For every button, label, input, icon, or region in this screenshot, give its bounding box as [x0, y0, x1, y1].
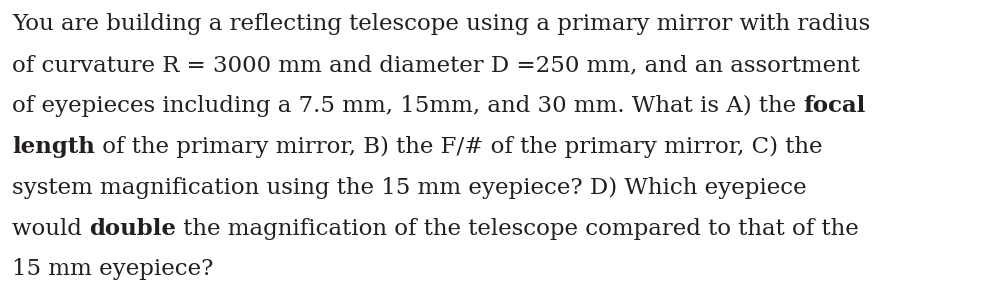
Text: system magnification using the 15 mm eyepiece? D) Which eyepiece: system magnification using the 15 mm eye… — [12, 177, 806, 199]
Text: of curvature R = 3000 mm and diameter D =250 mm, and an assortment: of curvature R = 3000 mm and diameter D … — [12, 54, 859, 76]
Text: double: double — [89, 218, 176, 239]
Text: 15 mm eyepiece?: 15 mm eyepiece? — [12, 258, 213, 280]
Text: of the primary mirror, B) the F/# of the primary mirror, C) the: of the primary mirror, B) the F/# of the… — [95, 136, 821, 158]
Text: the magnification of the telescope compared to that of the: the magnification of the telescope compa… — [176, 218, 858, 239]
Text: focal: focal — [803, 95, 865, 117]
Text: would: would — [12, 218, 89, 239]
Text: You are building a reflecting telescope using a primary mirror with radius: You are building a reflecting telescope … — [12, 13, 870, 35]
Text: of eyepieces including a 7.5 mm, 15mm, and 30 mm. What is A) the: of eyepieces including a 7.5 mm, 15mm, a… — [12, 95, 803, 117]
Text: length: length — [12, 136, 95, 158]
